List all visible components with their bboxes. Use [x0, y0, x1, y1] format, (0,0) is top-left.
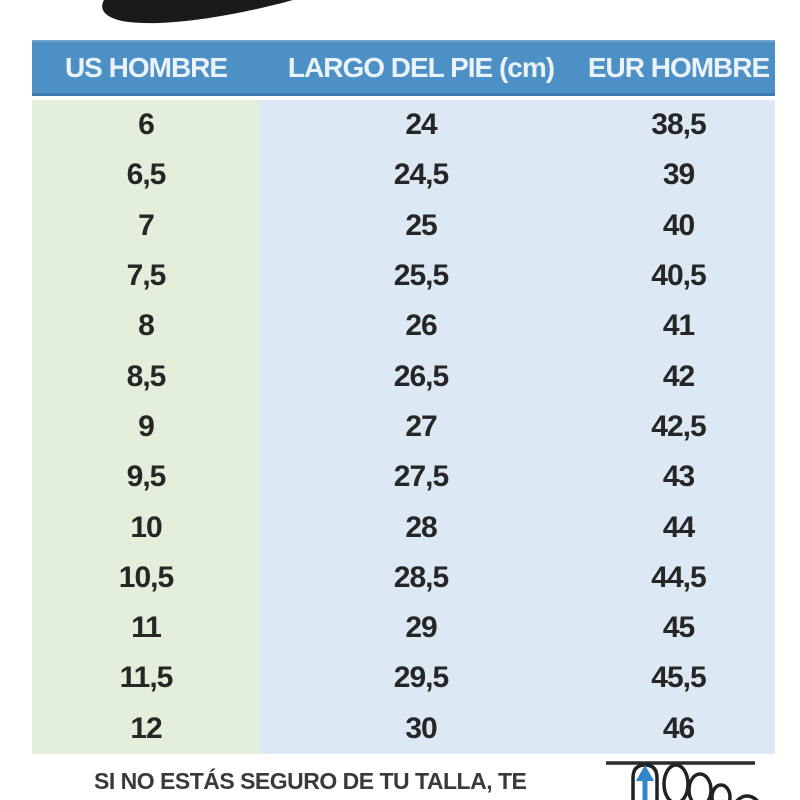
finger-knuckle: [687, 772, 713, 800]
cell-eur-size: 42,5: [582, 401, 775, 453]
cell-us-size: 9: [32, 401, 260, 453]
table-row: 9,5 27,5 43: [32, 452, 775, 503]
header-largo-del-pie: LARGO DEL PIE (cm): [287, 52, 555, 83]
cell-eur-size: 39: [582, 150, 775, 201]
table-row: 9 27 42,5: [32, 401, 775, 453]
cell-us-size: 8: [32, 301, 260, 352]
cell-us-size: 8,5: [32, 351, 260, 402]
cell-eur-size: 43: [582, 452, 775, 503]
cell-us-size: 6,5: [32, 150, 260, 201]
cell-eur-size: 44,5: [582, 552, 775, 603]
table-row: 11 29 45: [32, 602, 775, 654]
table-row: 11,5 29,5 45,5: [32, 653, 775, 704]
header-eur-hombre: EUR HOMBRE: [587, 52, 770, 83]
finger-knuckle: [710, 783, 732, 800]
cell-foot-length-cm: 28: [260, 502, 582, 553]
cell-us-size: 11,5: [32, 653, 260, 704]
finger-knuckle: [662, 763, 690, 800]
size-conversion-table: US HOMBRE LARGO DEL PIE (cm) EUR HOMBRE …: [32, 40, 775, 754]
cell-eur-size: 40,5: [582, 250, 775, 302]
cell-foot-length-cm: 29,5: [260, 653, 582, 704]
cell-eur-size: 45,5: [582, 653, 775, 704]
thumb-outline: [735, 794, 759, 800]
table-body: 6 24 38,5 6,5 24,5 39 7 25 40 7,5 25,5 4…: [32, 100, 775, 754]
table-row: 6 24 38,5: [32, 100, 775, 151]
cell-eur-size: 46: [582, 703, 775, 754]
hand-measuring-icon: [606, 761, 759, 800]
cell-us-size: 7: [32, 200, 260, 251]
table-row: 8,5 26,5 42: [32, 351, 775, 402]
cell-foot-length-cm: 26,5: [260, 351, 582, 402]
table-row: 7,5 25,5 40,5: [32, 250, 775, 302]
up-arrow-head: [636, 765, 654, 781]
cell-us-size: 9,5: [32, 452, 260, 503]
table-header-row: US HOMBRE LARGO DEL PIE (cm) EUR HOMBRE: [32, 40, 775, 96]
table-row: 12 30 46: [32, 703, 775, 754]
cell-eur-size: 45: [582, 602, 775, 654]
cell-foot-length-cm: 24: [260, 100, 582, 151]
cell-foot-length-cm: 24,5: [260, 150, 582, 201]
cell-foot-length-cm: 26: [260, 301, 582, 352]
cell-eur-size: 44: [582, 502, 775, 553]
cell-foot-length-cm: 28,5: [260, 552, 582, 603]
cell-us-size: 11: [32, 602, 260, 654]
cell-us-size: 6: [32, 100, 260, 151]
cell-foot-length-cm: 27: [260, 401, 582, 453]
table-row: 8 26 41: [32, 301, 775, 352]
cell-foot-length-cm: 29: [260, 602, 582, 654]
table-row: 6,5 24,5 39: [32, 150, 775, 201]
cell-eur-size: 41: [582, 301, 775, 352]
cell-us-size: 10,5: [32, 552, 260, 603]
logo-fragment-icon: [102, 0, 293, 24]
cell-us-size: 12: [32, 703, 260, 754]
footer-note: SI NO ESTÁS SEGURO DE TU TALLA, TE: [94, 768, 527, 794]
cell-eur-size: 40: [582, 200, 775, 251]
header-us-hombre: US HOMBRE: [64, 52, 228, 83]
cell-foot-length-cm: 27,5: [260, 452, 582, 503]
table-row: 7 25 40: [32, 200, 775, 251]
table-row: 10 28 44: [32, 502, 775, 553]
cell-us-size: 7,5: [32, 250, 260, 302]
cell-foot-length-cm: 30: [260, 703, 582, 754]
cell-eur-size: 42: [582, 351, 775, 402]
cell-foot-length-cm: 25,5: [260, 250, 582, 302]
cell-eur-size: 38,5: [582, 100, 775, 151]
cell-foot-length-cm: 25: [260, 200, 582, 251]
table-row: 10,5 28,5 44,5: [32, 552, 775, 603]
cell-us-size: 10: [32, 502, 260, 553]
